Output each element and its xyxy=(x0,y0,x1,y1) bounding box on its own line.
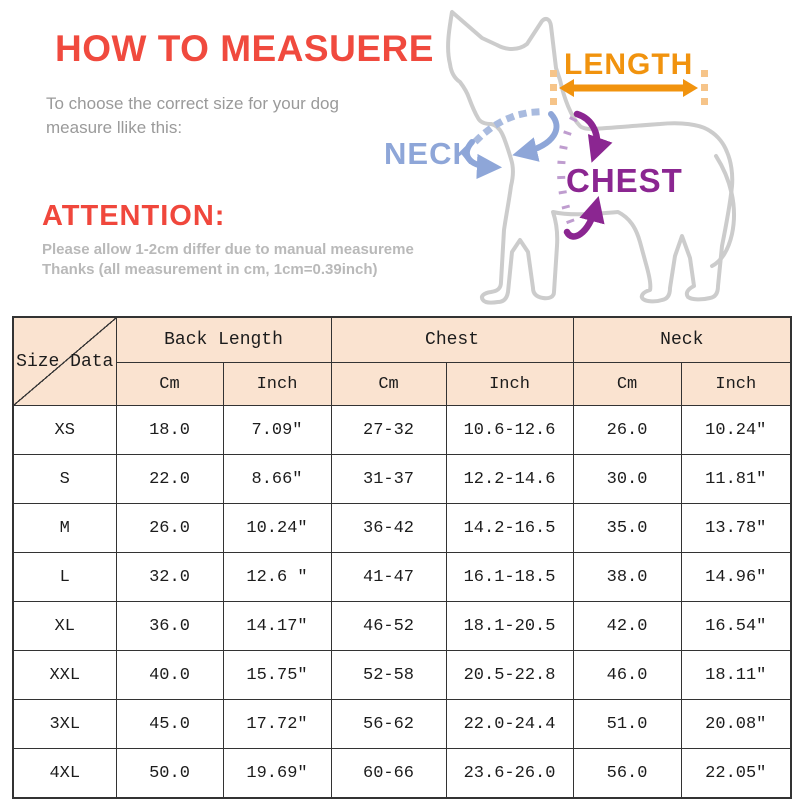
neck-inch-cell: 10.24″ xyxy=(680,405,792,455)
neck-label: NECK xyxy=(384,136,476,171)
back-cm-cell: 45.0 xyxy=(115,699,224,749)
neck-inch-cell: 18.11″ xyxy=(680,650,792,700)
neck-inch-cell: 20.08″ xyxy=(680,699,792,749)
size-cell: L xyxy=(12,552,117,602)
size-cell: XS xyxy=(12,405,117,455)
subtitle-line2: measure llike this: xyxy=(46,117,183,137)
subtitle-line1: To choose the correct size for your dog xyxy=(46,94,339,113)
dog-measurement-diagram: LENGTH NECK CHEST xyxy=(370,6,798,312)
neck-cm-cell: 26.0 xyxy=(572,405,682,455)
table-row-xl: XL 36.0 14.17″ 46-52 18.1-20.5 42.0 16.5… xyxy=(12,601,792,651)
chest-inch-cell: 16.1-18.5 xyxy=(445,552,574,602)
neck-cm-cell: 46.0 xyxy=(572,650,682,700)
table-row-m: M 26.0 10.24″ 36-42 14.2-16.5 35.0 13.78… xyxy=(12,503,792,553)
table-row-4xl: 4XL 50.0 19.69″ 60-66 23.6-26.0 56.0 22.… xyxy=(12,748,792,799)
table-unit-header-row: Cm Inch Cm Inch Cm Inch xyxy=(13,362,792,406)
size-cell: XL xyxy=(12,601,117,651)
neck-cm-cell: 42.0 xyxy=(572,601,682,651)
size-cell: XXL xyxy=(12,650,117,700)
neck-dashed-line xyxy=(470,108,540,147)
unit-header: Cm xyxy=(330,362,447,406)
neck-cm-cell: 51.0 xyxy=(572,699,682,749)
back-inch-cell: 14.17″ xyxy=(222,601,332,651)
table-row-xs: XS 18.0 7.09″ 27-32 10.6-12.6 26.0 10.24… xyxy=(12,405,792,455)
size-chart-table: Size Data Back Length Chest Neck Cm Inch… xyxy=(12,316,793,799)
size-cell: 3XL xyxy=(12,699,117,749)
chest-inch-cell: 20.5-22.8 xyxy=(445,650,574,700)
chest-arrow-lower xyxy=(563,195,605,240)
neck-inch-cell: 22.05″ xyxy=(680,748,792,799)
neck-arrow-upper xyxy=(512,111,560,162)
length-arrow xyxy=(559,79,698,97)
table-row-xxl: XXL 40.0 15.75″ 52-58 20.5-22.8 46.0 18.… xyxy=(12,650,792,700)
dog-outline-illustration xyxy=(446,10,736,305)
back-cm-cell: 22.0 xyxy=(115,454,224,504)
chest-inch-cell: 12.2-14.6 xyxy=(445,454,574,504)
attention-line1: Please allow 1-2cm differ due to manual … xyxy=(42,241,414,258)
chest-cm-cell: 31-37 xyxy=(330,454,447,504)
chest-cm-cell: 46-52 xyxy=(330,601,447,651)
chest-cm-cell: 56-62 xyxy=(330,699,447,749)
back-cm-cell: 18.0 xyxy=(115,405,224,455)
table-row-3xl: 3XL 45.0 17.72″ 56-62 22.0-24.4 51.0 20.… xyxy=(12,699,792,749)
back-cm-cell: 36.0 xyxy=(115,601,224,651)
chest-inch-cell: 23.6-26.0 xyxy=(445,748,574,799)
attention-text: Please allow 1-2cm differ due to manual … xyxy=(42,240,482,281)
back-cm-cell: 26.0 xyxy=(115,503,224,553)
attention-title: ATTENTION: xyxy=(42,200,226,232)
table-row-s: S 22.0 8.66″ 31-37 12.2-14.6 30.0 11.81″ xyxy=(12,454,792,504)
neck-inch-cell: 11.81″ xyxy=(680,454,792,504)
back-inch-cell: 19.69″ xyxy=(222,748,332,799)
chest-cm-cell: 60-66 xyxy=(330,748,447,799)
attention-line2: Thanks (all measurement in cm, 1cm=0.39i… xyxy=(42,261,378,279)
back-inch-cell: 12.6 ″ xyxy=(222,552,332,602)
chest-inch-cell: 14.2-16.5 xyxy=(445,503,574,553)
neck-inch-cell: 16.54″ xyxy=(680,601,792,651)
back-inch-cell: 8.66″ xyxy=(222,454,332,504)
unit-header: Inch xyxy=(445,362,574,406)
dog-haunch-line xyxy=(710,154,736,268)
chest-inch-cell: 10.6-12.6 xyxy=(445,405,574,455)
back-inch-cell: 7.09″ xyxy=(222,405,332,455)
back-inch-cell: 15.75″ xyxy=(222,650,332,700)
length-dash-markers xyxy=(550,70,708,105)
corner-size-data-cell: Size Data xyxy=(12,316,117,406)
unit-header: Cm xyxy=(572,362,682,406)
unit-header: Inch xyxy=(222,362,332,406)
back-inch-cell: 17.72″ xyxy=(222,699,332,749)
subtitle: To choose the correct size for your dog … xyxy=(46,92,356,140)
size-cell: M xyxy=(12,503,117,553)
neck-cm-cell: 56.0 xyxy=(572,748,682,799)
neck-arrow-lower xyxy=(464,139,503,180)
chest-arrow-upper xyxy=(573,110,613,163)
chest-label: CHEST xyxy=(566,162,683,199)
chest-cm-cell: 36-42 xyxy=(330,503,447,553)
unit-header: Cm xyxy=(115,362,224,406)
back-cm-cell: 32.0 xyxy=(115,552,224,602)
chest-inch-cell: 22.0-24.4 xyxy=(445,699,574,749)
back-length-group-header: Back Length xyxy=(115,316,332,363)
size-cell: 4XL xyxy=(12,748,117,799)
back-cm-cell: 40.0 xyxy=(115,650,224,700)
chest-cm-cell: 41-47 xyxy=(330,552,447,602)
chest-group-header: Chest xyxy=(330,316,574,363)
chest-inch-cell: 18.1-20.5 xyxy=(445,601,574,651)
neck-group-header: Neck xyxy=(572,316,792,363)
length-label: LENGTH xyxy=(564,48,694,81)
neck-cm-cell: 30.0 xyxy=(572,454,682,504)
neck-inch-cell: 13.78″ xyxy=(680,503,792,553)
size-cell: S xyxy=(12,454,117,504)
table-group-header-row: Size Data Back Length Chest Neck xyxy=(12,316,792,406)
back-inch-cell: 10.24″ xyxy=(222,503,332,553)
chest-cm-cell: 27-32 xyxy=(330,405,447,455)
neck-cm-cell: 35.0 xyxy=(572,503,682,553)
neck-cm-cell: 38.0 xyxy=(572,552,682,602)
chest-cm-cell: 52-58 xyxy=(330,650,447,700)
back-cm-cell: 50.0 xyxy=(115,748,224,799)
page-title: HOW TO MEASUERE xyxy=(55,28,434,69)
neck-inch-cell: 14.96″ xyxy=(680,552,792,602)
unit-header: Inch xyxy=(680,362,792,406)
table-row-l: L 32.0 12.6 ″ 41-47 16.1-18.5 38.0 14.96… xyxy=(12,552,792,602)
